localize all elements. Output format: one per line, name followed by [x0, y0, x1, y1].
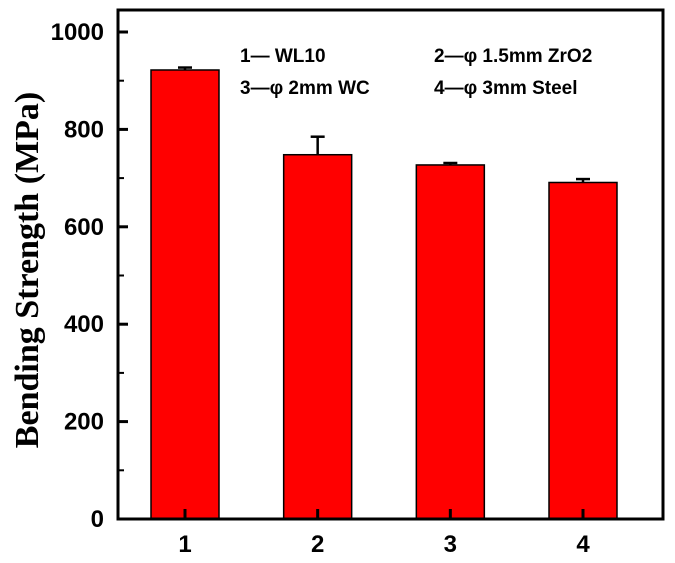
bar-3 — [415, 164, 486, 520]
y-tick-label-0: 0 — [91, 506, 104, 533]
legend-entry-4: 4—φ 3mm Steel — [434, 78, 577, 99]
y-tick-label-400: 400 — [64, 311, 104, 338]
y-axis-label: Bending Strength (MPa) — [9, 92, 46, 448]
bars-group — [150, 69, 618, 520]
bar-4 — [548, 181, 618, 520]
y-tick-label-600: 600 — [64, 214, 104, 241]
x-tick-label-2: 2 — [311, 531, 324, 558]
plot-frame — [116, 8, 665, 521]
ticks-group: 0 200 400 600 800 1000 1 2 3 4 — [51, 19, 591, 558]
legend-entry-3: 3—φ 2mm WC — [240, 78, 370, 99]
x-tick-label-4: 4 — [576, 531, 590, 558]
legend-entry-1: 1— WL10 — [240, 46, 326, 67]
bar-2 — [282, 153, 353, 520]
legend-entry-2: 2—φ 1.5mm ZrO2 — [434, 46, 592, 67]
x-tick-label-1: 1 — [178, 531, 191, 558]
y-tick-label-200: 200 — [64, 409, 104, 436]
error-bars-group — [178, 66, 590, 183]
axes-group — [116, 8, 665, 521]
y-tick-label-1000: 1000 — [51, 19, 104, 46]
x-tick-label-3: 3 — [444, 531, 457, 558]
bar-1 — [150, 69, 220, 520]
y-tick-label-800: 800 — [64, 116, 104, 143]
legend: 1— WL10 2—φ 1.5mm ZrO2 3—φ 2mm WC 4—φ 3m… — [240, 46, 592, 99]
